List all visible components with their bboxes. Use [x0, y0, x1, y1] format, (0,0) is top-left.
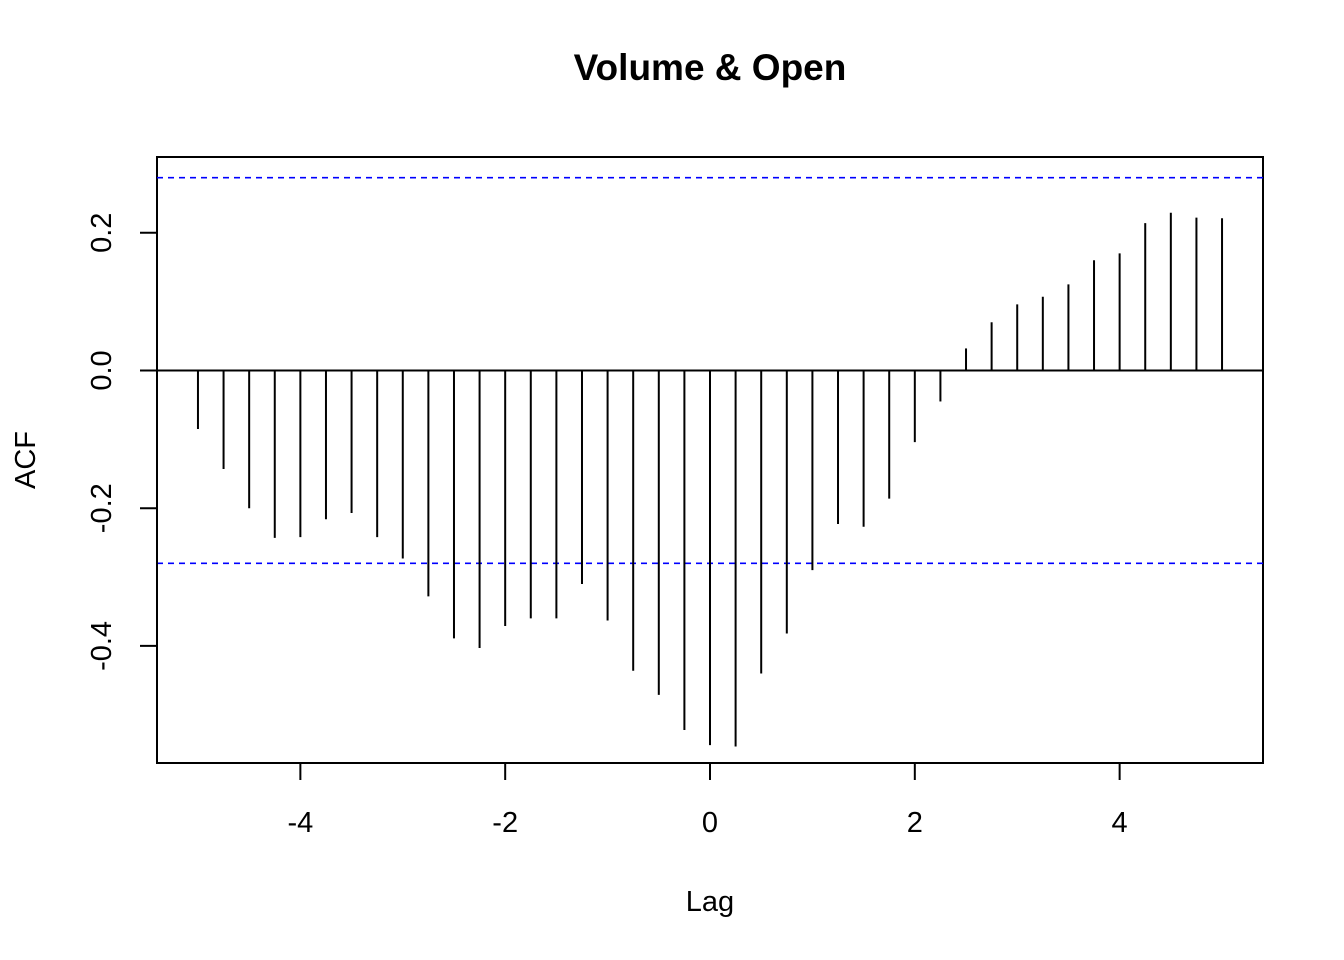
x-axis: -4 -2 0 2 4: [287, 762, 1128, 839]
y-tick-label: -0.4: [86, 621, 118, 671]
x-axis-label: Lag: [686, 886, 734, 918]
x-tick-label: 0: [702, 807, 718, 839]
y-tick-label: 0.0: [86, 350, 118, 390]
y-axis: -0.4 -0.2 0.0 0.2: [86, 213, 158, 671]
acf-bars: [196, 212, 1224, 747]
x-tick-label: 4: [1112, 807, 1128, 839]
y-tick-label: 0.2: [86, 213, 118, 253]
y-axis-label: ACF: [10, 431, 42, 489]
chart-title: Volume & Open: [574, 47, 847, 88]
x-tick-label: -4: [287, 807, 313, 839]
x-tick-label: 2: [907, 807, 923, 839]
x-tick-label: -2: [492, 807, 518, 839]
y-tick-label: -0.2: [86, 483, 118, 533]
